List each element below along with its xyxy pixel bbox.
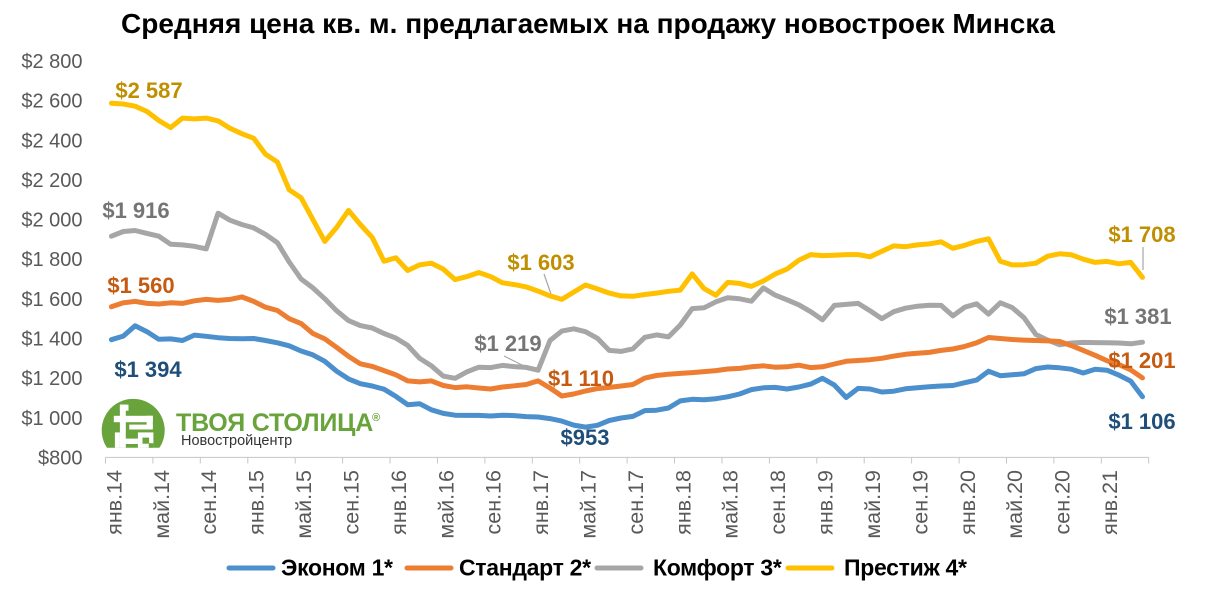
svg-text:сен.19: сен.19 — [908, 470, 932, 534]
svg-text:янв.20: янв.20 — [956, 470, 980, 535]
svg-text:янв.19: янв.19 — [814, 470, 838, 535]
svg-text:май.15: май.15 — [292, 470, 316, 539]
svg-text:$2 200: $2 200 — [21, 170, 82, 192]
svg-text:$1 400: $1 400 — [21, 329, 82, 351]
svg-text:янв.15: янв.15 — [245, 470, 269, 535]
svg-text:сен.15: сен.15 — [340, 470, 364, 535]
svg-text:$1 201: $1 201 — [1108, 348, 1175, 373]
svg-text:$1 603: $1 603 — [507, 250, 574, 275]
svg-text:май.16: май.16 — [434, 470, 458, 539]
svg-text:янв.14: янв.14 — [102, 470, 126, 535]
svg-text:$1 219: $1 219 — [474, 331, 541, 356]
svg-text:$2 587: $2 587 — [115, 78, 182, 103]
svg-text:$2 800: $2 800 — [21, 51, 82, 73]
svg-text:янв.16: янв.16 — [387, 470, 411, 535]
svg-text:$953: $953 — [561, 425, 610, 450]
svg-text:$1 200: $1 200 — [21, 368, 82, 390]
svg-text:$2 000: $2 000 — [21, 210, 82, 232]
svg-text:сен.18: сен.18 — [766, 470, 790, 535]
svg-text:сен.20: сен.20 — [1051, 470, 1075, 535]
svg-text:$1 106: $1 106 — [1108, 409, 1175, 434]
svg-text:$800: $800 — [38, 447, 83, 469]
svg-text:янв.21: янв.21 — [1098, 470, 1122, 535]
svg-text:май.14: май.14 — [150, 470, 174, 539]
svg-text:$1 394: $1 394 — [114, 357, 182, 382]
svg-text:Престиж 4*: Престиж 4* — [844, 555, 967, 581]
svg-text:$1 560: $1 560 — [107, 273, 174, 298]
svg-text:сен.14: сен.14 — [197, 470, 221, 535]
svg-text:$1 800: $1 800 — [21, 249, 82, 271]
svg-text:янв.17: янв.17 — [529, 470, 553, 535]
svg-text:Стандарт 2*: Стандарт 2* — [459, 555, 591, 581]
svg-text:$2 400: $2 400 — [21, 130, 82, 152]
svg-text:май.18: май.18 — [719, 470, 743, 539]
svg-text:$1 000: $1 000 — [21, 408, 82, 430]
svg-text:сен.16: сен.16 — [482, 470, 506, 535]
svg-text:$1 708: $1 708 — [1108, 222, 1175, 247]
svg-text:$1 600: $1 600 — [21, 289, 82, 311]
svg-text:май.19: май.19 — [861, 470, 885, 539]
svg-text:ТВОЯ СТОЛИЦА: ТВОЯ СТОЛИЦА — [176, 409, 373, 437]
svg-text:май.17: май.17 — [577, 470, 601, 539]
svg-text:Новостройцентр: Новостройцентр — [181, 433, 292, 449]
svg-text:Эконом 1*: Эконом 1* — [281, 555, 393, 581]
svg-text:®: ® — [372, 412, 380, 424]
svg-text:сен.17: сен.17 — [624, 470, 648, 534]
svg-text:$1 916: $1 916 — [102, 198, 169, 223]
svg-text:$1 381: $1 381 — [1104, 304, 1171, 329]
svg-text:янв.18: янв.18 — [671, 470, 695, 535]
svg-text:Комфорт 3*: Комфорт 3* — [653, 555, 782, 581]
svg-text:Средняя цена кв. м. предлагаем: Средняя цена кв. м. предлагаемых на прод… — [121, 8, 1055, 39]
svg-text:$2 600: $2 600 — [21, 91, 82, 113]
svg-text:май.20: май.20 — [1003, 470, 1027, 539]
svg-text:$1 110: $1 110 — [548, 366, 614, 391]
